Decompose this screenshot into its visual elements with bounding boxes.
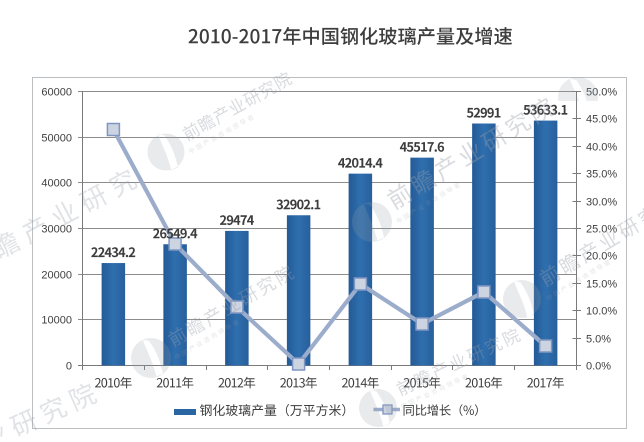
svg-text:5.0%: 5.0% bbox=[586, 333, 611, 345]
svg-text:30000: 30000 bbox=[41, 223, 72, 235]
svg-text:10.0%: 10.0% bbox=[586, 305, 617, 317]
svg-text:0.0%: 0.0% bbox=[586, 360, 611, 372]
svg-text:10000: 10000 bbox=[41, 314, 72, 326]
svg-text:45.0%: 45.0% bbox=[586, 113, 617, 125]
svg-text:40.0%: 40.0% bbox=[586, 141, 617, 153]
svg-text:40000: 40000 bbox=[41, 177, 72, 189]
svg-text:0: 0 bbox=[66, 360, 72, 372]
svg-text:20000: 20000 bbox=[41, 269, 72, 281]
svg-text:15.0%: 15.0% bbox=[586, 278, 617, 290]
svg-text:60000: 60000 bbox=[41, 86, 72, 98]
svg-text:20.0%: 20.0% bbox=[586, 250, 617, 262]
svg-text:25.0%: 25.0% bbox=[586, 223, 617, 235]
svg-text:50000: 50000 bbox=[41, 132, 72, 144]
svg-text:30.0%: 30.0% bbox=[586, 196, 617, 208]
svg-text:50.0%: 50.0% bbox=[586, 86, 617, 98]
svg-text:35.0%: 35.0% bbox=[586, 168, 617, 180]
